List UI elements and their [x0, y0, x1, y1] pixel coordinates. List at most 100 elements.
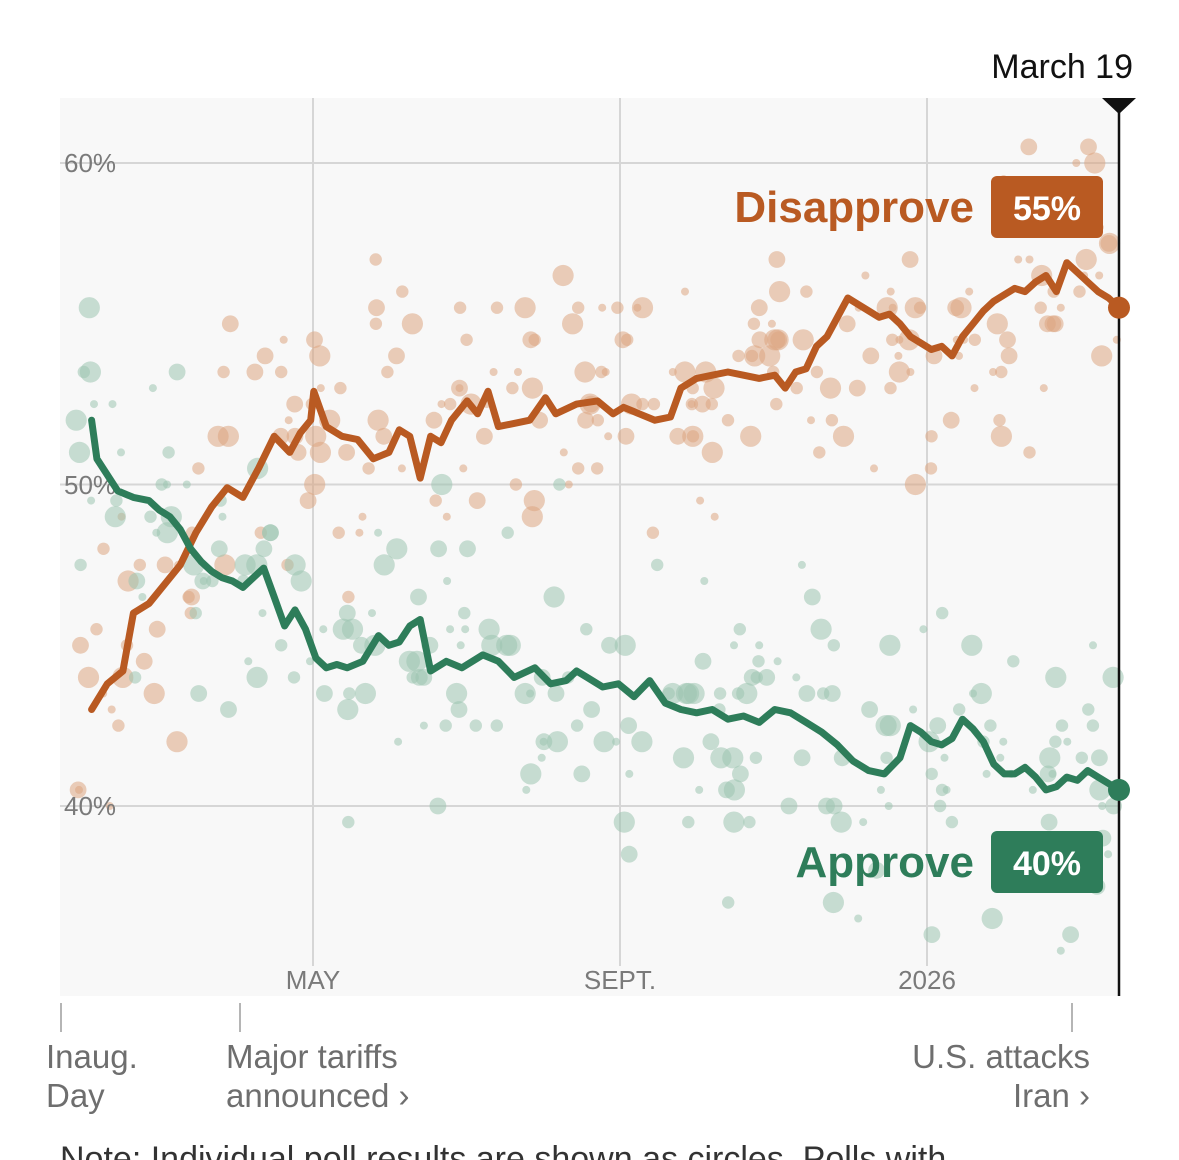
poll-dot-approve: [108, 400, 117, 409]
poll-dot-approve: [255, 540, 273, 558]
poll-dot-disapprove: [886, 333, 899, 346]
poll-dot-disapprove: [894, 351, 903, 360]
poll-dot-approve: [827, 639, 840, 652]
poll-dot-disapprove: [1023, 446, 1036, 459]
poll-dot-disapprove: [1100, 235, 1118, 252]
poll-dot-disapprove: [1039, 384, 1048, 393]
poll-dot-approve: [573, 765, 591, 783]
poll-dot-approve: [526, 689, 535, 698]
poll-dot-disapprove: [968, 333, 981, 346]
poll-dot-approve: [722, 896, 735, 909]
poll-dot-disapprove: [489, 368, 498, 376]
poll-dot-approve: [1102, 666, 1124, 689]
poll-dot-approve: [583, 701, 600, 718]
poll-dot-disapprove: [309, 345, 331, 367]
poll-dot-approve: [854, 914, 863, 923]
disapprove-end-point: [1108, 296, 1130, 319]
poll-dot-approve: [117, 448, 125, 457]
poll-dot-approve: [683, 682, 705, 705]
poll-dot-approve: [702, 733, 720, 751]
poll-dot-disapprove: [562, 313, 584, 335]
poll-dot-approve: [78, 297, 100, 319]
poll-dot-disapprove: [617, 427, 635, 445]
poll-dot-disapprove: [368, 299, 385, 317]
poll-dot-approve: [773, 657, 782, 666]
poll-dot-approve: [830, 811, 852, 833]
poll-dot-disapprove: [358, 512, 367, 521]
poll-dot-approve: [514, 682, 536, 705]
poll-dot-approve: [458, 606, 471, 620]
poll-dot-disapprove: [710, 512, 719, 521]
poll-dot-approve: [953, 703, 966, 716]
poll-dot-disapprove: [1072, 159, 1081, 167]
event-label-iran-line1[interactable]: U.S. attacks: [912, 1038, 1090, 1075]
poll-dot-disapprove: [838, 315, 856, 333]
poll-dot-approve: [220, 701, 237, 718]
poll-dot-disapprove: [514, 368, 522, 376]
poll-dot-approve: [354, 682, 376, 705]
poll-dot-disapprove: [694, 395, 711, 413]
poll-dot-approve: [343, 687, 356, 700]
poll-dot-approve: [1082, 703, 1095, 716]
poll-dot-disapprove: [388, 347, 405, 365]
poll-dot-approve: [651, 558, 664, 572]
poll-dot-approve: [478, 618, 500, 640]
poll-dot-disapprove: [77, 666, 100, 689]
poll-dot-disapprove: [72, 636, 89, 654]
poll-dot-approve: [1098, 802, 1107, 810]
chart-note: Note: Individual poll results are shown …: [60, 1140, 946, 1160]
poll-dot-disapprove: [316, 384, 325, 393]
poll-dot-approve: [672, 747, 695, 769]
poll-dot-approve: [1086, 719, 1100, 732]
poll-dot-approve: [732, 765, 749, 783]
poll-dot-approve: [338, 604, 356, 622]
poll-dot-disapprove: [521, 506, 543, 528]
poll-dot-disapprove: [740, 425, 762, 447]
poll-dot-approve: [612, 737, 621, 746]
poll-dot-disapprove: [970, 384, 979, 393]
poll-dot-approve: [1039, 765, 1057, 783]
poll-dot-disapprove: [744, 345, 766, 367]
poll-dot-approve: [246, 666, 268, 689]
poll-dot-approve: [539, 737, 548, 746]
poll-dot-approve: [74, 558, 87, 572]
poll-dot-disapprove: [284, 416, 293, 425]
poll-dot-approve: [859, 818, 868, 827]
poll-dot-disapprove: [256, 347, 274, 365]
poll-dot-approve: [210, 540, 228, 558]
poll-dot-disapprove: [381, 365, 394, 379]
poll-dot-approve: [631, 731, 653, 753]
event-label-iran-line2[interactable]: Iran ›: [1013, 1077, 1090, 1114]
poll-dot-disapprove: [506, 381, 519, 395]
poll-dot-approve: [547, 685, 565, 702]
poll-dot-disapprove: [143, 682, 165, 705]
poll-dot-approve: [306, 657, 314, 666]
poll-dot-approve: [798, 685, 816, 702]
poll-dot-approve: [743, 669, 761, 686]
current-date-label: March 19: [991, 48, 1133, 86]
poll-dot-disapprove: [369, 253, 382, 266]
poll-dot-approve: [620, 845, 638, 863]
poll-dot-approve: [810, 618, 832, 640]
poll-dot-disapprove: [460, 333, 473, 346]
poll-dot-disapprove: [701, 441, 723, 463]
poll-dot-approve: [1063, 737, 1072, 746]
approve-line: [88, 416, 1123, 794]
poll-dot-disapprove: [304, 473, 326, 496]
poll-dot-approve: [1056, 946, 1065, 955]
x-tick-label-may: MAY: [286, 965, 340, 995]
poll-dot-disapprove: [552, 264, 574, 287]
poll-dot-approve: [189, 606, 202, 620]
poll-dot-disapprove: [687, 400, 696, 409]
event-label-tariffs-line1[interactable]: Major tariffs: [226, 1038, 398, 1075]
poll-dot-approve: [982, 769, 991, 778]
poll-dot-disapprove: [904, 473, 927, 496]
poll-dot-approve: [682, 815, 695, 829]
poll-dot-approve: [499, 634, 521, 656]
poll-dot-approve: [925, 767, 938, 781]
poll-dot-disapprove: [135, 652, 153, 670]
poll-dot-approve: [1045, 666, 1067, 689]
poll-dot-approve: [490, 719, 503, 732]
event-label-tariffs-line2[interactable]: announced ›: [226, 1077, 409, 1114]
poll-dot-approve: [970, 682, 992, 705]
